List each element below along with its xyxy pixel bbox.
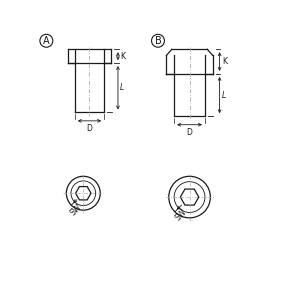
Text: L: L <box>120 83 125 92</box>
Text: D: D <box>187 128 193 137</box>
Text: B: B <box>155 36 162 46</box>
Text: SW: SW <box>173 208 188 222</box>
Text: D: D <box>86 124 93 133</box>
Text: K: K <box>120 52 125 61</box>
Text: A: A <box>43 36 50 46</box>
Text: L: L <box>222 91 226 100</box>
Text: K: K <box>222 57 227 66</box>
Text: SW: SW <box>68 202 84 217</box>
